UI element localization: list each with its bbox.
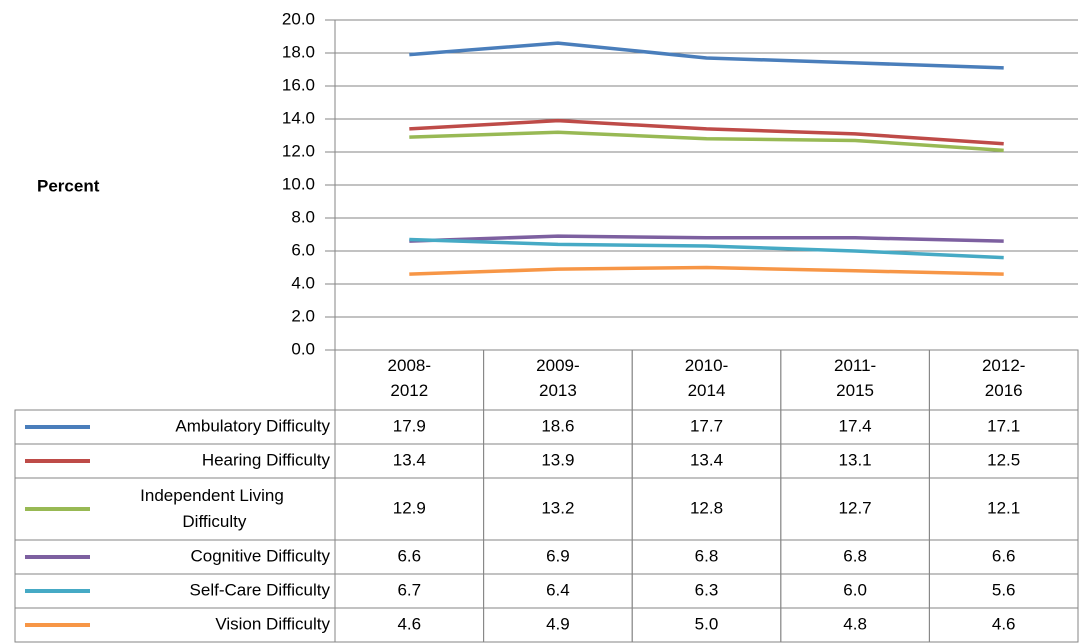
legend-label: Cognitive Difficulty [190,546,330,565]
y-tick-label: 4.0 [291,273,315,292]
data-table-value: 12.9 [393,498,426,517]
legend-label: Hearing Difficulty [202,450,331,469]
legend-label: Independent Living Difficulty [140,486,284,531]
data-table-value: 12.7 [839,498,872,517]
data-table-value: 13.2 [541,498,574,517]
legend-label: Vision Difficulty [215,614,330,633]
x-tick-label: 2008-2012 [388,356,431,400]
data-table-value: 4.8 [843,614,867,633]
y-tick-label: 8.0 [291,207,315,226]
series-line [409,118,1004,146]
data-table-value: 6.4 [546,580,570,599]
data-table-value: 18.6 [541,416,574,435]
data-table-value: 6.8 [695,546,719,565]
data-table-value: 6.6 [397,546,421,565]
data-table-value: 12.8 [690,498,723,517]
data-table-value: 6.7 [397,580,421,599]
series-line [409,237,1004,260]
data-table-value: 13.1 [839,450,872,469]
data-table-value: 13.4 [393,450,426,469]
series-line [409,41,1004,70]
data-table-value: 6.3 [695,580,719,599]
legend-label: Ambulatory Difficulty [175,416,330,435]
x-tick-label: 2012-2016 [982,356,1025,400]
y-tick-label: 12.0 [282,141,315,160]
y-tick-label: 6.0 [291,240,315,259]
data-table-value: 4.9 [546,614,570,633]
series-line [409,265,1004,276]
legend-label: Self-Care Difficulty [190,580,331,599]
x-tick-label: 2009-2013 [536,356,579,400]
data-table-value: 17.7 [690,416,723,435]
series-line [409,234,1004,243]
data-table-value: 4.6 [992,614,1016,633]
y-tick-label: 14.0 [282,108,315,127]
y-tick-label: 10.0 [282,174,315,193]
x-tick-label: 2011-2015 [834,356,876,400]
y-tick-label: 20.0 [282,9,315,28]
x-tick-label: 2010-2014 [685,356,728,400]
series-line [409,130,1004,153]
data-table-value: 6.0 [843,580,867,599]
data-table-value: 6.9 [546,546,570,565]
data-table-value: 6.8 [843,546,867,565]
data-table-value: 17.1 [987,416,1020,435]
y-tick-label: 2.0 [291,306,315,325]
data-table-value: 13.4 [690,450,723,469]
data-table-value: 17.9 [393,416,426,435]
y-axis-label: Percent [37,176,100,195]
data-table-value: 6.6 [992,546,1016,565]
data-table-value: 17.4 [839,416,872,435]
data-table-value: 12.1 [987,498,1020,517]
y-tick-label: 0.0 [291,339,315,358]
data-table-value: 4.6 [397,614,421,633]
y-tick-label: 16.0 [282,75,315,94]
data-table-value: 13.9 [541,450,574,469]
data-table-value: 12.5 [987,450,1020,469]
data-table-value: 5.0 [695,614,719,633]
y-tick-label: 18.0 [282,42,315,61]
data-table-value: 5.6 [992,580,1016,599]
